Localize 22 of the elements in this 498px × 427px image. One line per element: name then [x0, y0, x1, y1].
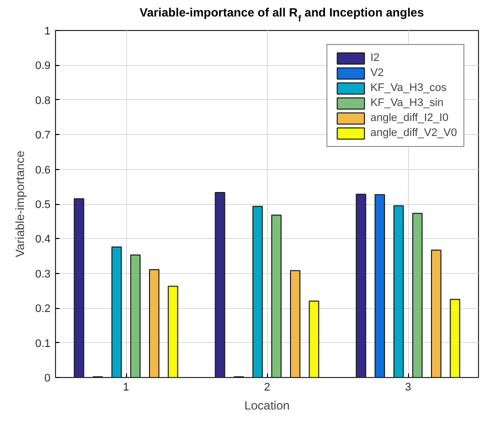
y-tick-label: 0.8: [35, 94, 51, 107]
y-tick-label: 0.2: [35, 303, 51, 316]
y-tick-label: 0.9: [35, 60, 51, 72]
y-tick-label: 0.5: [35, 199, 51, 211]
legend-label: angle_diff_V2_V0: [370, 126, 457, 140]
y-tick-label: 0.1: [35, 338, 51, 350]
y-tick-label: 0.6: [35, 164, 51, 176]
legend-label: KF_Va_H3_sin: [370, 96, 444, 110]
legend-label: V2: [370, 66, 385, 80]
x-tick-label: 3: [404, 382, 412, 394]
x-axis-title: Location: [244, 398, 290, 412]
x-tick-label: 2: [264, 382, 270, 394]
y-tick-label: 0: [44, 372, 51, 384]
y-tick-label: 0.4: [35, 234, 51, 246]
y-axis-title: Variable-importance: [13, 150, 28, 258]
legend-label: I2: [370, 51, 381, 65]
legend-label: KF_Va_H3_cos: [370, 81, 447, 95]
legend-label: angle_diff_I2_I0: [370, 111, 448, 125]
y-tick-label: 1: [44, 26, 51, 38]
x-tick-label: 1: [122, 382, 130, 394]
y-tick-label: 0.7: [35, 130, 51, 142]
y-tick-label: 0.3: [35, 268, 51, 280]
